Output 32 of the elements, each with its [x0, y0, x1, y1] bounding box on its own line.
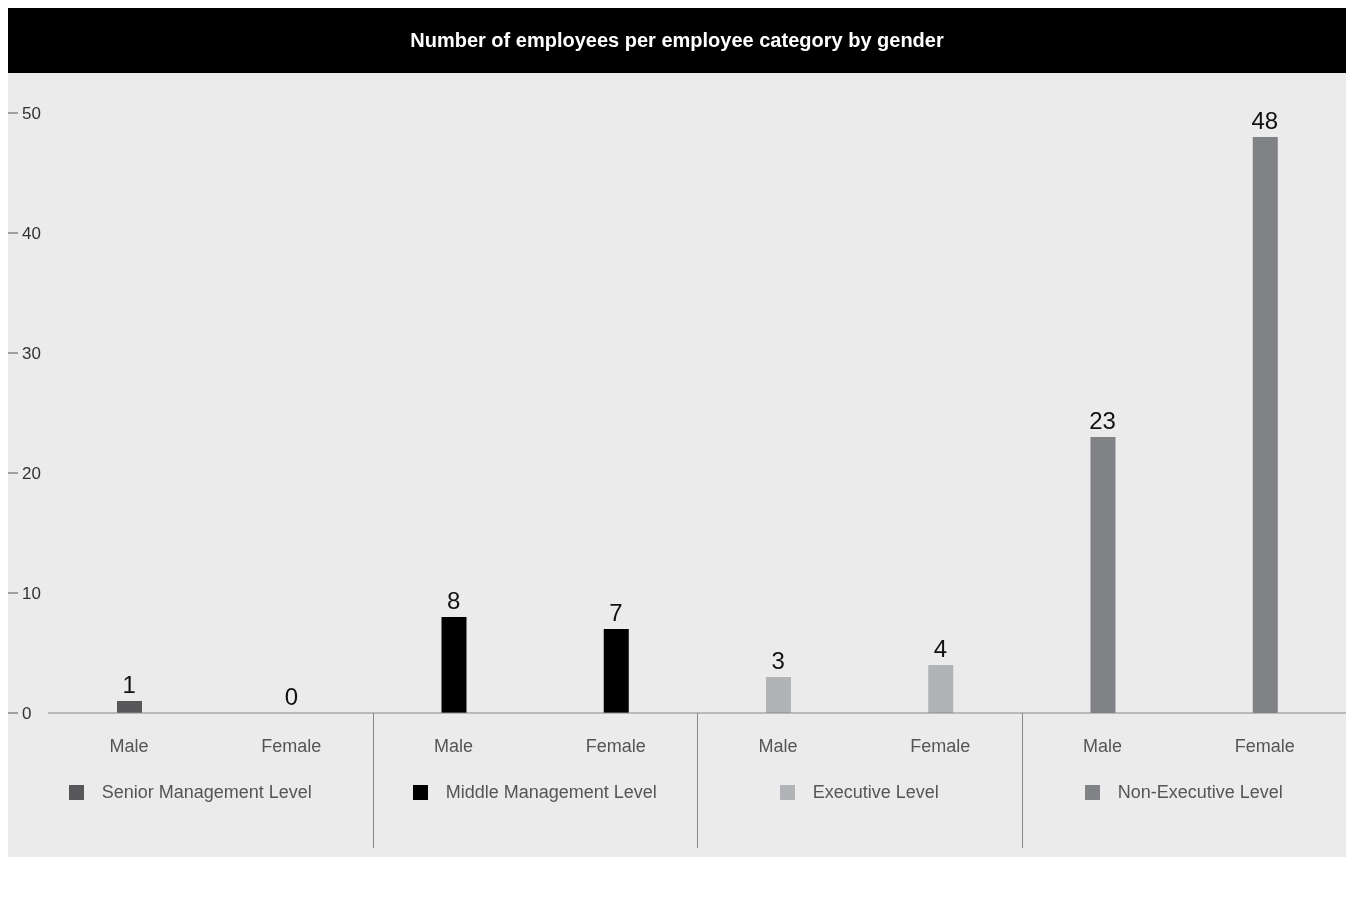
data-label: 8 — [446, 587, 461, 614]
bar — [766, 677, 791, 713]
y-tick-label: 30 — [22, 343, 41, 363]
y-tick-label: 0 — [22, 703, 32, 723]
x-tick-label: Male — [1083, 735, 1123, 756]
x-tick-label: Male — [758, 735, 798, 756]
legend-label: Executive Level — [812, 781, 939, 803]
y-tick-label: 10 — [22, 583, 41, 603]
bar — [928, 665, 954, 713]
y-tick-label: 20 — [22, 463, 41, 483]
legend-label: Senior Management Level — [101, 781, 312, 803]
x-tick-label: Male — [109, 735, 149, 756]
legend-label: Middle Management Level — [445, 781, 657, 803]
bar — [603, 629, 629, 713]
y-tick-label: 50 — [22, 103, 41, 123]
data-label: 48 — [1251, 107, 1279, 134]
x-tick-label: Female — [1234, 735, 1295, 756]
data-label: 0 — [284, 683, 299, 710]
data-label: 4 — [933, 635, 948, 662]
bar — [117, 701, 142, 713]
x-tick-label: Female — [261, 735, 322, 756]
legend-label: Non-Executive Level — [1117, 781, 1283, 803]
bar — [441, 617, 467, 713]
x-tick-label: Female — [585, 735, 646, 756]
x-tick-label: Male — [434, 735, 474, 756]
data-label: 23 — [1089, 407, 1116, 434]
y-tick-label: 40 — [22, 223, 41, 243]
data-label: 3 — [771, 647, 785, 674]
x-tick-label: Female — [910, 735, 971, 756]
data-label: 1 — [122, 671, 136, 698]
data-label: 7 — [609, 599, 623, 626]
chart-title: Number of employees per employee category by gender — [8, 8, 1346, 73]
